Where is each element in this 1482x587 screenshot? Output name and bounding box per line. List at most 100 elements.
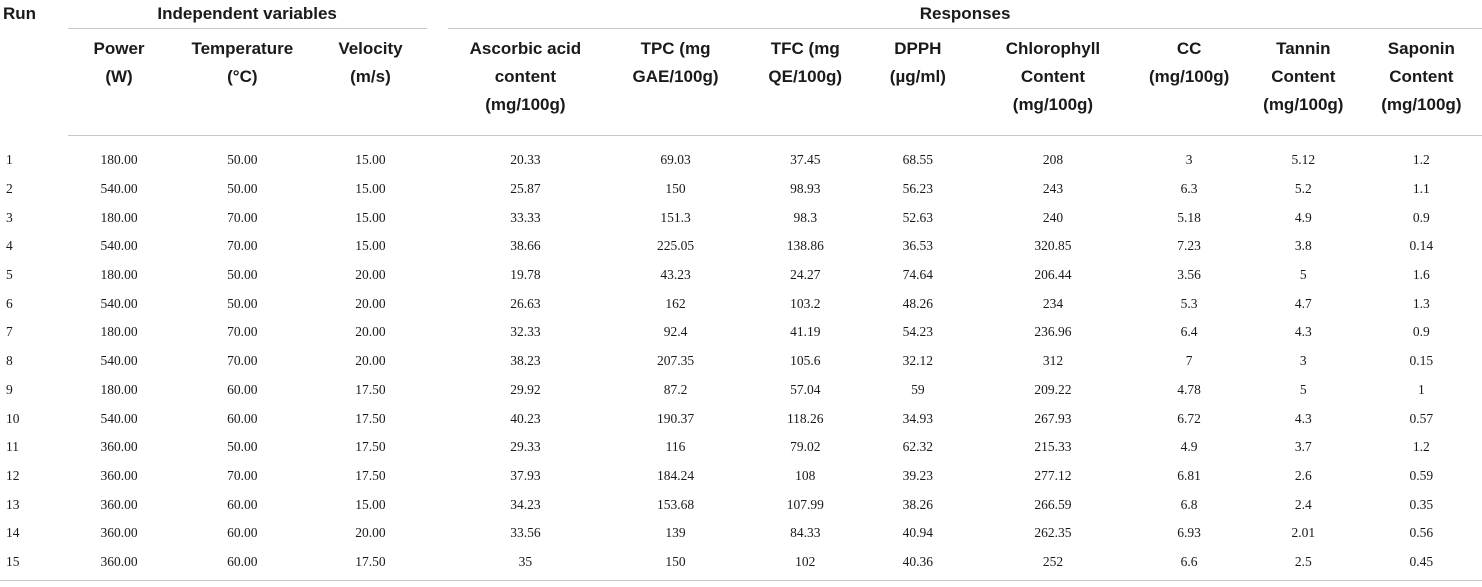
value-cell: 20.33 [510, 152, 541, 168]
value-cell: 108 [795, 467, 816, 483]
column-header-line: Tannin [1276, 39, 1331, 58]
value-cell: 105.6 [790, 353, 821, 369]
run-number-cell: 13 [6, 496, 20, 512]
value-cell: 0.59 [1409, 467, 1434, 483]
value-cell: 1.1 [1412, 181, 1430, 197]
table-row: 7 180.00 70.00 20.00 32.33 92.4 41.19 54.23 236.… [0, 318, 1482, 347]
value-cell: 180.00 [100, 267, 138, 283]
value-cell: 4.78 [1177, 381, 1201, 397]
value-cell: 360.00 [100, 496, 138, 512]
value-cell: 35 [448, 547, 603, 582]
value-cell: 40.23 [510, 410, 541, 426]
value-cell: 102 [748, 547, 863, 582]
table-row: 2 540.00 50.00 15.00 25.87 150 98.93 56.23 243 6.… [0, 175, 1482, 204]
value-cell: 267.93 [1034, 410, 1072, 426]
table-row: 11 360.00 50.00 17.50 29.33 116 79.02 62.32 215.… [0, 433, 1482, 462]
value-cell: 70.00 [227, 238, 258, 254]
value-cell: 62.32 [902, 439, 934, 455]
value-cell: 153.68 [656, 496, 695, 512]
value-cell: 25.87 [510, 181, 541, 197]
value-cell: 540.00 [100, 238, 138, 254]
value-cell: 33.33 [510, 209, 541, 225]
value-cell: 540.00 [100, 295, 138, 311]
value-cell: 60.00 [170, 547, 315, 582]
column-header-chlorophyll: Chlorophyll Content (mg/100g) [973, 28, 1133, 136]
value-cell: 4.7 [1294, 295, 1312, 311]
value-cell: 6.3 [1180, 181, 1198, 197]
value-cell: 540.00 [100, 410, 138, 426]
value-cell: 236.96 [1034, 324, 1072, 340]
column-header-line: TFC (mg [770, 39, 840, 58]
run-number-cell: 15 [0, 547, 68, 582]
value-cell: 20.00 [355, 267, 386, 283]
column-header-line: (mg/100g) [1012, 95, 1094, 114]
column-header-line: GAE/100g) [632, 67, 719, 86]
value-cell: 240 [1042, 209, 1064, 225]
column-header-line: Saponin [1387, 39, 1455, 58]
column-header-line: CC [1176, 39, 1202, 58]
value-cell: 4.3 [1294, 410, 1312, 426]
value-cell: 29.33 [510, 439, 541, 455]
run-number-cell: 7 [6, 324, 13, 340]
value-cell: 70.00 [227, 353, 258, 369]
value-cell: 0.15 [1409, 353, 1434, 369]
value-cell: 36.53 [902, 238, 934, 254]
value-cell: 2.6 [1294, 467, 1312, 483]
value-cell: 38.26 [902, 496, 934, 512]
value-cell: 0.35 [1409, 496, 1434, 512]
value-cell: 33.56 [510, 525, 541, 541]
value-cell: 40.36 [862, 547, 974, 582]
value-cell: 225.05 [656, 238, 695, 254]
value-cell: 5.3 [1180, 295, 1198, 311]
value-cell: 32.12 [902, 353, 934, 369]
value-cell: 39.23 [902, 467, 934, 483]
run-number-cell: 5 [6, 267, 13, 283]
column-header-line: (µg/ml) [889, 67, 946, 86]
column-header-line: QE/100g) [768, 67, 843, 86]
value-cell: 15.00 [355, 496, 386, 512]
column-header-tannin: Tannin Content (mg/100g) [1245, 28, 1361, 136]
run-number-cell: 11 [6, 439, 19, 455]
value-cell: 50.00 [227, 439, 258, 455]
value-cell: 6.6 [1132, 547, 1246, 582]
value-cell: 52.63 [902, 209, 934, 225]
value-cell: 0.14 [1409, 238, 1434, 254]
value-cell: 208 [1042, 152, 1064, 168]
value-cell: 215.33 [1034, 439, 1072, 455]
value-cell: 32.33 [510, 324, 541, 340]
value-cell: 38.66 [510, 238, 541, 254]
value-cell: 138.86 [786, 238, 824, 254]
column-header-saponin: Saponin Content (mg/100g) [1360, 28, 1482, 136]
value-cell: 180.00 [100, 381, 138, 397]
value-cell: 50.00 [227, 295, 258, 311]
run-number-cell: 4 [6, 238, 13, 254]
value-cell: 20.00 [355, 525, 386, 541]
value-cell: 29.92 [510, 381, 541, 397]
value-cell: 2.01 [1291, 525, 1316, 541]
value-cell: 34.93 [902, 410, 934, 426]
value-cell: 360.00 [67, 547, 171, 582]
value-cell: 70.00 [227, 467, 258, 483]
run-number-cell: 10 [6, 410, 20, 426]
value-cell: 54.23 [902, 324, 934, 340]
column-header-line: (mg/100g) [1148, 67, 1230, 86]
value-cell: 184.24 [656, 467, 695, 483]
value-cell: 0.56 [1409, 525, 1434, 541]
value-cell: 0.9 [1412, 324, 1430, 340]
column-header-line: DPPH [894, 39, 942, 58]
value-cell: 266.59 [1034, 496, 1072, 512]
value-cell: 5 [1299, 267, 1307, 283]
run-number-cell: 8 [6, 353, 13, 369]
value-cell: 60.00 [227, 410, 258, 426]
table-row: 3 180.00 70.00 15.00 33.33 151.3 98.3 52.63 240 5… [0, 203, 1482, 232]
value-cell: 277.12 [1034, 467, 1072, 483]
column-header-velocity: Velocity (m/s) [314, 28, 427, 136]
value-cell: 4.3 [1294, 324, 1312, 340]
value-cell: 84.33 [790, 525, 821, 541]
value-cell: 320.85 [1034, 238, 1072, 254]
value-cell: 69.03 [660, 152, 691, 168]
value-cell: 57.04 [790, 381, 821, 397]
column-header-power: Power (W) [67, 28, 171, 136]
value-cell: 15.00 [355, 238, 386, 254]
